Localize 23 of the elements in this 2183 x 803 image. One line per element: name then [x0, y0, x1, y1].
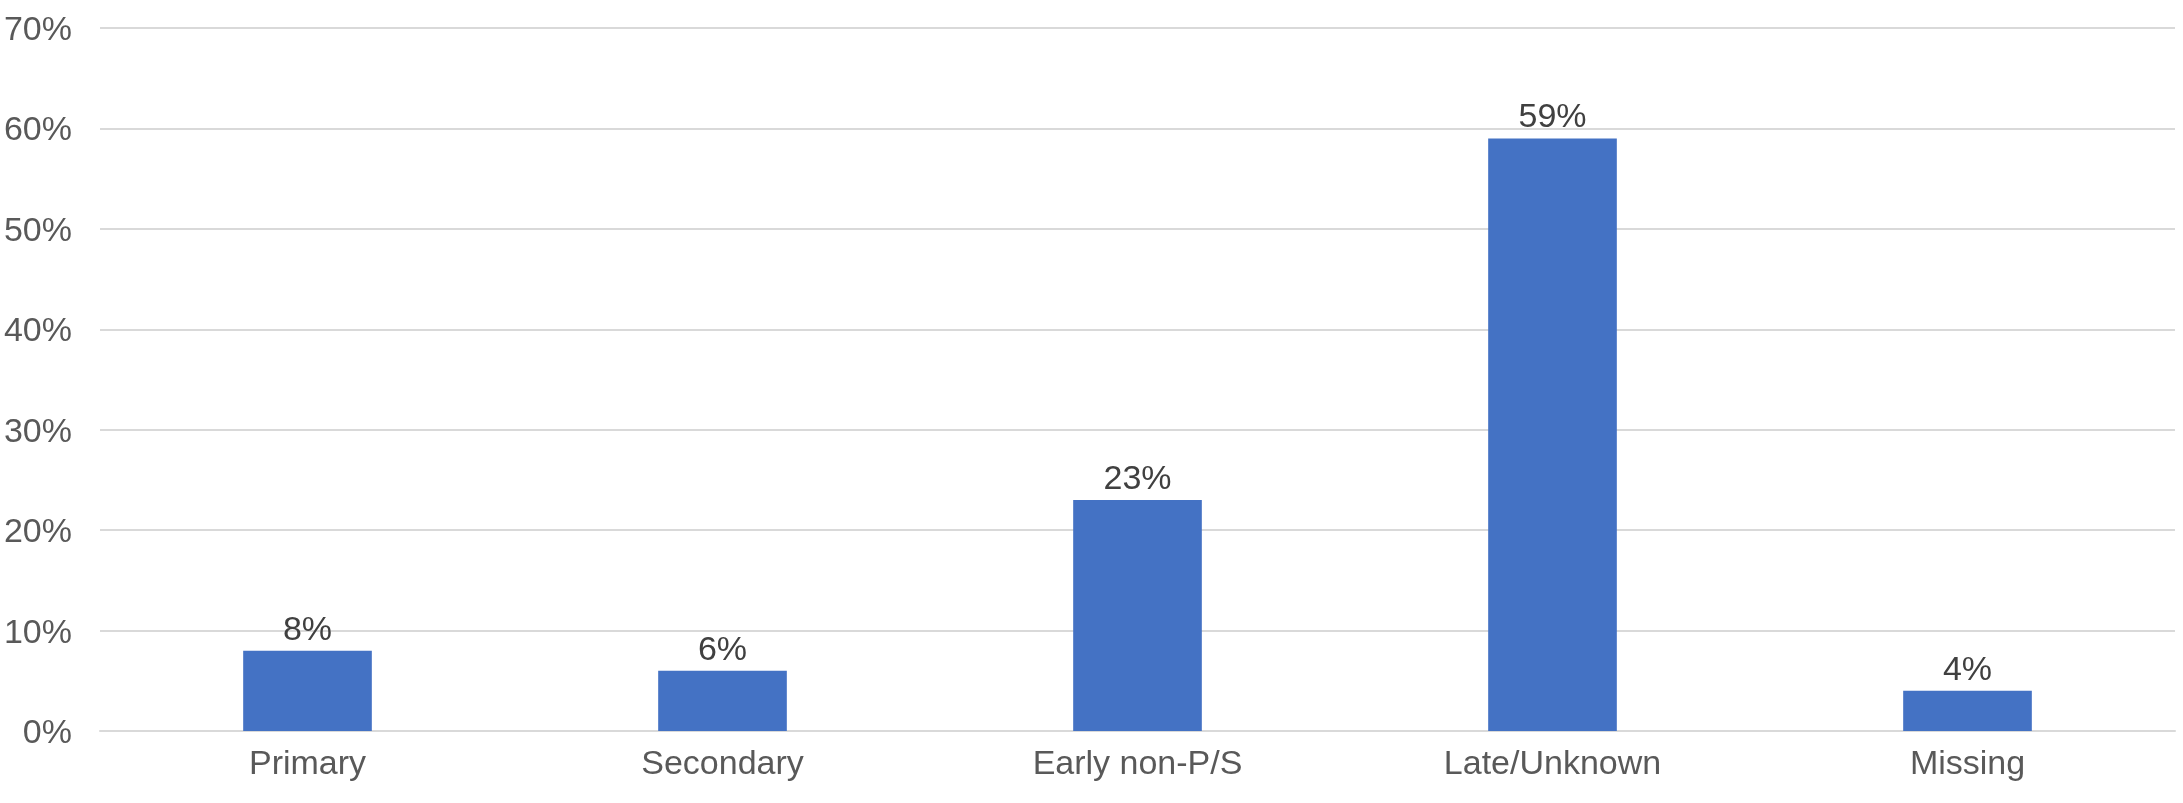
data-label: 6%	[697, 628, 748, 667]
data-label: 23%	[1103, 458, 1172, 497]
bar	[1903, 690, 2032, 731]
data-label: 59%	[1518, 96, 1587, 135]
bar	[243, 650, 372, 731]
x-tick-label: Late/Unknown	[1443, 743, 1662, 781]
data-label: 8%	[282, 608, 333, 647]
x-tick-label: Early non-P/S	[1032, 743, 1243, 781]
y-tick-label: 40%	[3, 310, 72, 349]
bar	[1073, 500, 1202, 731]
data-label: 4%	[1942, 648, 1993, 687]
bar	[1488, 138, 1617, 731]
y-tick-label: 70%	[3, 9, 72, 47]
y-tick-label: 60%	[3, 109, 72, 148]
x-tick-label: Missing	[1909, 743, 2026, 781]
y-tick-label: 50%	[3, 209, 72, 248]
bar	[658, 670, 787, 731]
x-tick-label: Primary	[248, 743, 367, 781]
x-tick-label: Secondary	[641, 743, 804, 781]
y-tick-label: 30%	[3, 410, 72, 449]
y-tick-label: 20%	[3, 511, 72, 550]
y-tick-label: 0%	[22, 712, 72, 750]
y-tick-label: 10%	[3, 611, 72, 650]
